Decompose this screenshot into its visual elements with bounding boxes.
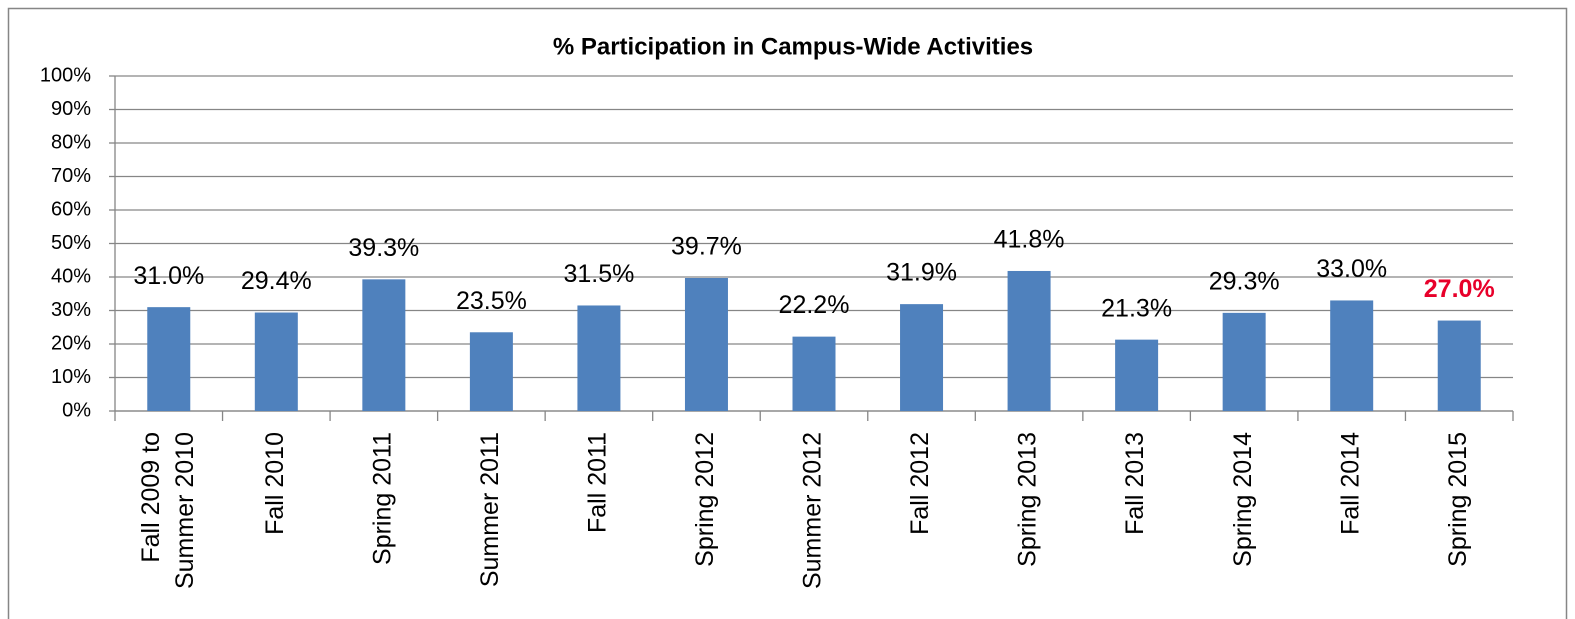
x-tick-label: Summer 2011 <box>476 432 504 587</box>
value-label: 23.5% <box>456 287 527 315</box>
value-label: 39.3% <box>348 234 419 262</box>
x-tick-label: Fall 2009 to Summer 2010 <box>136 432 198 589</box>
y-tick-label: 20% <box>51 332 91 354</box>
value-label: 29.3% <box>1209 267 1280 295</box>
bar <box>1330 300 1374 411</box>
x-tick-label: Spring 2014 <box>1229 432 1257 567</box>
bar <box>1222 312 1266 411</box>
value-label: 39.7% <box>671 233 742 261</box>
y-tick-label: 100% <box>40 64 91 86</box>
y-tick-label: 0% <box>62 399 91 421</box>
y-tick-label: 50% <box>51 232 91 254</box>
bar <box>362 279 406 411</box>
value-label: 21.3% <box>1101 294 1172 322</box>
bar <box>577 305 621 411</box>
y-tick-label: 70% <box>51 165 91 187</box>
bar <box>147 307 191 411</box>
y-tick-label: 30% <box>51 299 91 321</box>
x-tick-label: Spring 2011 <box>368 432 396 565</box>
x-tick-label: Fall 2012 <box>906 432 934 535</box>
value-label: 29.4% <box>241 267 312 295</box>
x-tick-label: Fall 2010 <box>261 432 289 535</box>
y-tick-label: 80% <box>51 131 91 153</box>
bar <box>792 336 836 411</box>
value-label: 22.2% <box>779 291 850 319</box>
x-tick-label: Summer 2012 <box>799 432 827 589</box>
bar <box>1437 320 1481 411</box>
x-tick-label: Fall 2011 <box>584 432 612 533</box>
y-tick-label: 10% <box>51 366 91 388</box>
x-tick-label: Fall 2014 <box>1336 432 1364 535</box>
x-tick-label: Spring 2012 <box>691 432 719 567</box>
y-tick-label: 60% <box>51 198 91 220</box>
bar <box>1115 339 1159 411</box>
bar <box>469 332 513 411</box>
y-tick-label: 40% <box>51 265 91 287</box>
chart-title: % Participation in Campus-Wide Activitie… <box>553 33 1033 60</box>
value-label: 31.5% <box>563 260 634 288</box>
x-tick-label: Spring 2013 <box>1014 432 1042 567</box>
y-tick-label: 90% <box>51 98 91 120</box>
bar <box>254 312 298 411</box>
value-label: 33.0% <box>1316 255 1387 283</box>
value-label: 31.0% <box>133 262 204 290</box>
x-tick-label: Fall 2013 <box>1121 432 1149 535</box>
value-label: 27.0% <box>1424 275 1495 303</box>
value-label: 31.9% <box>886 259 957 287</box>
x-tick-label: Spring 2015 <box>1444 432 1472 567</box>
bar <box>900 304 944 411</box>
value-label: 41.8% <box>994 226 1065 254</box>
bar <box>1007 270 1051 411</box>
bar <box>684 278 728 411</box>
